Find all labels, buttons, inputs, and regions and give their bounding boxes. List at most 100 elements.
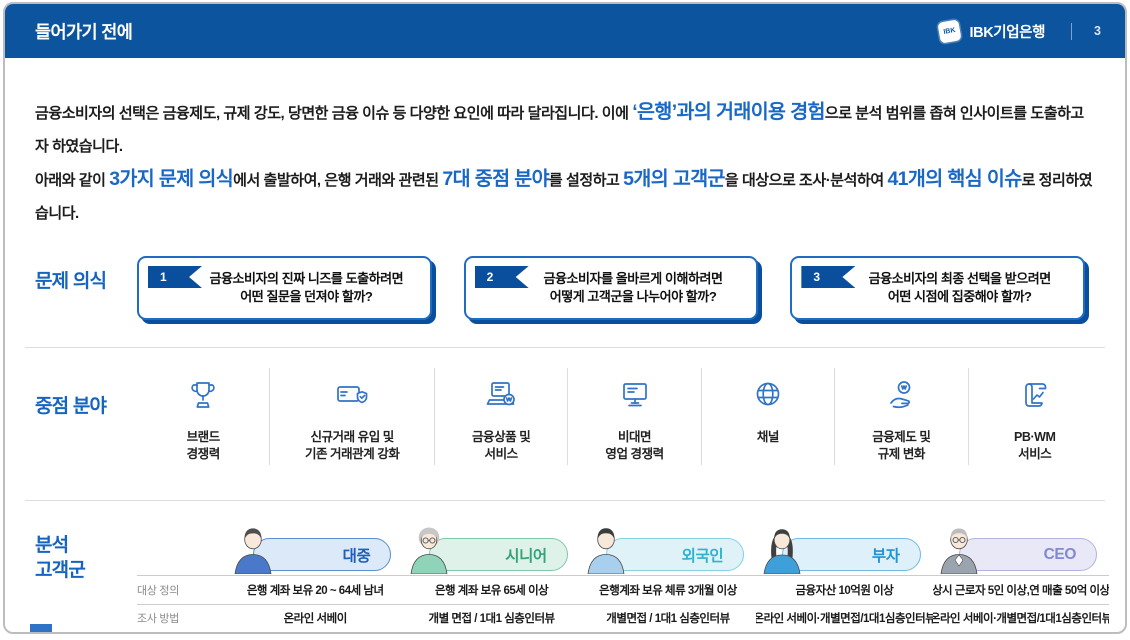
problems-section: 문제 의식 1 금융소비자의 진짜 니즈를 도출하려면 어떤 질문을 던져야 할까… bbox=[5, 230, 1125, 320]
focus-section-label: 중점 분야 bbox=[35, 396, 107, 417]
header-divider bbox=[1071, 22, 1073, 40]
focus-item: 브랜드 경쟁력 bbox=[137, 360, 269, 473]
problem-box: 2 금융소비자를 올바르게 이해하려면 어떻게 고객군을 나누어야 할까? bbox=[463, 256, 759, 320]
group-name-pill: 시니어 bbox=[429, 538, 568, 571]
cell-value: 온라인 서베이 bbox=[283, 613, 348, 626]
intro-emphasis: 41개의 핵심 이슈 bbox=[887, 168, 1022, 190]
trophy-icon bbox=[184, 374, 222, 414]
table-cell-sample: 100명 / 6명(1세대 CEO 3, 2·3세대 3) bbox=[933, 632, 1109, 634]
table-cell-method: 온라인 서베이·개별면접/1대1심층인터뷰 bbox=[756, 603, 933, 633]
row-label: 대상 정의 bbox=[137, 575, 227, 604]
intro-emphasis: 7대 중점 분야 bbox=[442, 168, 549, 190]
focus-divider bbox=[269, 368, 271, 465]
problem-number-ribbon: 1 bbox=[148, 266, 202, 288]
brand-name: IBK기업은행 bbox=[969, 24, 1046, 41]
page-number: 3 bbox=[1094, 24, 1101, 38]
focus-divider bbox=[967, 368, 969, 465]
focus-label: 금융제도 및 규제 변화 bbox=[872, 430, 931, 461]
globe-icon bbox=[749, 374, 787, 414]
group-name-pill: CEO bbox=[958, 538, 1097, 571]
cell-value: 은행계좌 보유 체류 3개월 이상 bbox=[599, 584, 737, 597]
problem-text: 금융소비자의 최종 선택을 받으려면 어떤 시점에 집중해야 할까? bbox=[868, 271, 1052, 304]
intro-text: 에서 출발하여, 은행 거래와 관련된 bbox=[233, 172, 443, 189]
problem-text: 금융소비자를 올바르게 이해하려면 어떻게 고객군을 나누어야 할까? bbox=[543, 271, 723, 304]
cell-value: 온라인 서베이·개별면접/1대1심층인터뷰 bbox=[756, 613, 933, 626]
problem-number-ribbon: 2 bbox=[474, 266, 529, 288]
intro-emphasis: ‘은행’과의 거래이용 경험 bbox=[632, 101, 825, 123]
focus-label: 신규거래 유입 및 기존 거래관계 강화 bbox=[304, 430, 400, 461]
senior-woman-avatar bbox=[405, 524, 453, 575]
focus-item: 신규거래 유입 및 기존 거래관계 강화 bbox=[270, 360, 434, 473]
focus-label: PB·WM 서비스 bbox=[1014, 430, 1056, 461]
header-bar: 들어가기 전에 IBK IBK기업은행 3 bbox=[5, 4, 1125, 58]
intro-paragraph: 금융소비자의 선택은 금융제도, 규제 강도, 당면한 금융 이슈 등 다양한 … bbox=[5, 58, 1125, 230]
intro-line-1: 금융소비자의 선택은 금융제도, 규제 강도, 당면한 금융 이슈 등 다양한 … bbox=[35, 96, 1097, 163]
focus-divider bbox=[567, 368, 569, 465]
focus-divider bbox=[834, 368, 836, 465]
monitor-icon bbox=[616, 374, 654, 414]
group-header: 시니어 bbox=[403, 517, 579, 575]
table-cell-method: 온라인 서베이·개별면접/1대1심층인터뷰 bbox=[932, 603, 1109, 633]
table-cell-method: 개별 면접 / 1대1 심층인터뷰 bbox=[403, 603, 580, 633]
focus-label: 채널 bbox=[756, 430, 780, 444]
focus-divider bbox=[700, 368, 702, 465]
cell-value: 상시 근로자 5인 이상,연 매출 50억 이상 bbox=[932, 584, 1109, 597]
focus-item: 비대면 영업 경쟁력 bbox=[568, 360, 700, 473]
table-cell-sample: 314명 / 3명 bbox=[403, 632, 579, 634]
intro-text: 으로 분석 범위를 좁혀 인사이트를 도출하고자 하였습니다. bbox=[35, 105, 1084, 155]
intro-text: 를 설정하고 bbox=[548, 172, 624, 189]
group-name-pill: 대중 bbox=[253, 538, 392, 571]
group-header: CEO bbox=[933, 517, 1109, 575]
intro-line-2: 아래와 같이 3가지 문제 의식에서 출발하여, 은행 거래와 관련된 7대 중… bbox=[35, 163, 1097, 230]
focus-item: 금융상품 및 서비스 bbox=[435, 360, 567, 473]
table-cell-definition: 금융자산 10억원 이상 bbox=[756, 575, 933, 604]
focus-item: 채널 bbox=[702, 360, 834, 473]
laptop-coin-icon bbox=[482, 374, 520, 414]
problem-text: 금융소비자의 진짜 니즈를 도출하려면 어떤 질문을 던져야 할까? bbox=[209, 271, 404, 304]
problem-boxes: 1 금융소비자의 진짜 니즈를 도출하려면 어떤 질문을 던져야 할까? 2 금융소비… bbox=[137, 256, 1086, 320]
cell-value: 은행 계좌 보유 65세 이상 bbox=[434, 584, 549, 597]
man-blue-avatar bbox=[229, 524, 277, 575]
woman-teal-avatar bbox=[758, 524, 806, 575]
focus-divider bbox=[433, 368, 435, 465]
focus-label: 비대면 영업 경쟁력 bbox=[605, 430, 664, 461]
brand: IBK IBK기업은행 3 bbox=[936, 18, 1101, 44]
section-divider-2 bbox=[25, 500, 1105, 501]
problem-box: 1 금융소비자의 진짜 니즈를 도출하려면 어떤 질문을 던져야 할까? bbox=[137, 256, 432, 320]
focus-row: 브랜드 경쟁력 신규거래 유입 및 기존 거래관계 강화 금융상품 및 서비스 … bbox=[137, 360, 1101, 473]
slide: 들어가기 전에 IBK IBK기업은행 3 금융소비자의 선택은 금융제도, 규… bbox=[3, 2, 1127, 634]
intro-text: 을 대상으로 조사·분석하여 bbox=[724, 172, 888, 189]
scroll-chart-icon bbox=[1016, 374, 1054, 414]
group-header: 대중 bbox=[227, 517, 403, 575]
table-cell-sample: 300명 / 6명(영리치3, 올드리치3) bbox=[756, 632, 932, 634]
section-divider-1 bbox=[25, 347, 1105, 348]
group-header: 부자 bbox=[756, 517, 932, 575]
table-cell-definition: 상시 근로자 5인 이상,연 매출 50억 이상 bbox=[932, 575, 1109, 604]
analysis-section: 분석 고객군 대중 시니어 외국인 부자 CEO 대상 정의 은행 계좌 보유 2… bbox=[5, 501, 1125, 634]
analysis-table: 대중 시니어 외국인 부자 CEO 대상 정의 은행 계좌 보유 20 ~ 64세… bbox=[137, 517, 1109, 634]
page-title: 들어가기 전에 bbox=[35, 21, 133, 42]
focus-item: 금융제도 및 규제 변화 bbox=[835, 360, 967, 473]
table-cell-sample: 4,700명 bbox=[227, 632, 403, 634]
problem-box: 3 금융소비자의 최종 선택을 받으려면 어떤 시점에 집중해야 할까? bbox=[790, 256, 1086, 320]
hand-coin-icon bbox=[882, 374, 920, 414]
problems-section-label: 문제 의식 bbox=[35, 271, 107, 292]
table-cell-definition: 은행 계좌 보유 65세 이상 bbox=[403, 575, 580, 604]
group-name-pill: 부자 bbox=[782, 538, 921, 571]
intro-text: 로 정리하였습니다. bbox=[35, 172, 1093, 222]
row-label: 총 표본 수 bbox=[137, 632, 227, 634]
intro-text: 아래와 같이 bbox=[35, 172, 110, 189]
cell-value: 은행 계좌 보유 20 ~ 64세 남녀 bbox=[246, 584, 384, 597]
card-shield-icon bbox=[333, 374, 371, 414]
man-cyan-avatar bbox=[582, 524, 630, 575]
footer-accent bbox=[30, 624, 52, 632]
table-cell-method: 개별면접 / 1대1 심층인터뷰 bbox=[579, 603, 757, 633]
cell-value: 개별면접 / 1대1 심층인터뷰 bbox=[606, 613, 730, 626]
table-cell-method: 온라인 서베이 bbox=[227, 603, 404, 633]
focus-section: 중점 분야 브랜드 경쟁력 신규거래 유입 및 기존 거래관계 강화 금융상품 … bbox=[5, 348, 1125, 473]
problem-number-ribbon: 3 bbox=[801, 266, 856, 288]
table-cell-definition: 은행 계좌 보유 20 ~ 64세 남녀 bbox=[227, 575, 404, 604]
table-cell-sample: 200명 / 3명(생산직2, 비생산직1) bbox=[580, 632, 756, 634]
cell-value: 개별 면접 / 1대1 심층인터뷰 bbox=[428, 613, 556, 626]
senior-man-avatar bbox=[935, 524, 983, 575]
